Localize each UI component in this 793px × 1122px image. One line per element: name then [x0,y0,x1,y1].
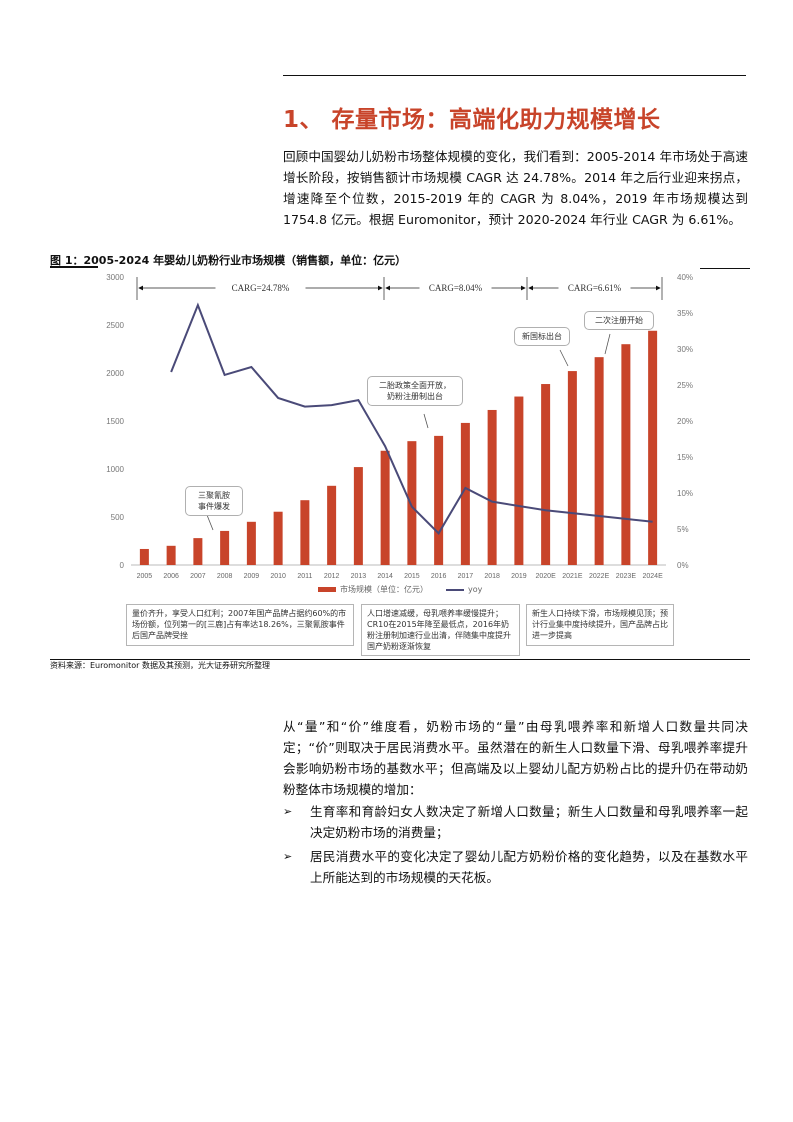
bar [621,344,631,565]
header-rule [283,75,746,76]
figure-title: 图 1：2005-2024 年婴幼儿奶粉行业市场规模（销售额，单位：亿元） [50,254,407,267]
market-size-chart: 0 500 1000 1500 2000 2500 3000 0% 5% 10% 15% 20% 25%… [106,273,693,580]
bar [380,450,390,565]
x-tick: 2019 [511,573,527,580]
cagr-label: CARG=6.61% [568,283,622,293]
bar [193,538,203,565]
bar [541,384,551,565]
legend-line-label: yoy [468,585,483,594]
bar [246,521,256,565]
y-right-tick: 20% [677,417,693,426]
x-tick: 2016 [431,573,447,580]
figure-source: 资料来源：Euromonitor 数据及其预测，光大证券研究所整理 [50,661,270,670]
x-tick: 2009 [244,573,260,580]
bar [487,409,497,565]
bar [434,435,444,565]
callout-second-child-policy: 二胎政策全面开放， 奶粉注册制出台 [367,376,463,406]
y-right-tick: 15% [677,453,693,462]
cagr-label: CARG=24.78% [232,283,290,293]
section-heading: 1、 存量市场：高端化助力规模增长 [283,107,661,133]
bar [594,357,604,565]
legend-bar-label: 市场规模（单位：亿元） [340,585,428,594]
note-phase-1: 量价齐升，享受人口红利；2007年国产品牌占据约60%的市场份额，位列第一的[三… [126,604,354,646]
y-left-tick: 500 [111,513,125,522]
note-phase-3: 新生人口持续下滑，市场规模见顶；预计行业集中度持续提升，国产品牌占比进一步提高 [526,604,674,646]
x-tick: 2020E [536,573,557,580]
legend-line-swatch [446,588,464,591]
bar [300,500,310,565]
x-tick: 2017 [458,573,474,580]
x-tick: 2022E [589,573,610,580]
x-tick: 2006 [163,573,179,580]
y-right-tick: 30% [677,345,693,354]
callout-melamine: 三聚氰胺 事件爆发 [185,486,243,516]
y-right-tick: 35% [677,309,693,318]
x-tick: 2011 [297,573,312,580]
x-tick: 2010 [270,573,286,580]
callout-second-registration: 二次注册开始 [584,311,654,330]
x-tick: 2007 [190,573,206,580]
bar [166,545,176,565]
body-paragraph: 从“量”和“价”维度看，奶粉市场的“量”由母乳喂养率和新增人口数量共同决定；“价… [283,719,748,797]
bullet-arrow-icon: ➢ [283,850,293,863]
y-right-tick: 10% [677,489,693,498]
y-left-tick: 0 [120,561,125,570]
x-tick: 2012 [324,573,340,580]
bullet-item: ➢ 生育率和育龄妇女人数决定了新增人口数量；新生人口数量和母乳喂养率一起决定奶粉… [283,801,748,843]
bar [460,422,470,565]
y-right-tick: 5% [677,525,689,534]
y-right-tick: 0% [677,561,689,570]
y-left-tick: 2500 [106,321,124,330]
note-phase-2: 人口增速减缓，母乳喂养率缓慢提升；CR10在2015年降至最低点，2016年奶粉… [361,604,520,656]
bar [273,511,283,565]
bar [353,467,363,565]
bar [327,485,337,565]
figure-bottom-rule [50,659,750,660]
bullet-text: 生育率和育龄妇女人数决定了新增人口数量；新生人口数量和母乳喂养率一起决定奶粉市场… [310,804,748,840]
bar [220,530,230,565]
bullet-arrow-icon: ➢ [283,805,293,818]
x-tick: 2005 [137,573,153,580]
x-tick: 2015 [404,573,420,580]
figure-title-underline [50,266,98,268]
y-left-tick: 1000 [106,465,124,474]
x-tick: 2008 [217,573,233,580]
bar [407,441,417,565]
bar [514,396,524,565]
y-right-tick: 40% [677,273,693,282]
yoy-line [170,302,653,535]
y-left-tick: 1500 [106,417,124,426]
cagr-label: CARG=8.04% [429,283,483,293]
bullet-item: ➢ 居民消费水平的变化决定了婴幼儿配方奶粉价格的变化趋势，以及在基数水平上所能达… [283,846,748,888]
intro-paragraph: 回顾中国婴幼儿奶粉市场整体规模的变化，我们看到：2005-2014 年市场处于高… [283,149,748,227]
y-right-tick: 25% [677,381,693,390]
x-tick: 2014 [377,573,393,580]
bullet-text: 居民消费水平的变化决定了婴幼儿配方奶粉价格的变化趋势，以及在基数水平上所能达到的… [310,849,748,885]
bar [567,371,577,565]
x-tick: 2018 [484,573,500,580]
figure-right-rule [700,268,750,269]
chart-legend: 市场规模（单位：亿元） yoy [318,584,482,595]
x-tick: 2021E [562,573,583,580]
bar [139,548,149,565]
bar [648,330,658,565]
legend-bar-swatch [318,587,336,592]
x-tick: 2024E [643,573,664,580]
y-left-tick: 2000 [106,369,124,378]
y-left-tick: 3000 [106,273,124,282]
x-tick: 2013 [351,573,367,580]
x-tick: 2023E [616,573,637,580]
callout-new-standard: 新国标出台 [514,327,570,346]
